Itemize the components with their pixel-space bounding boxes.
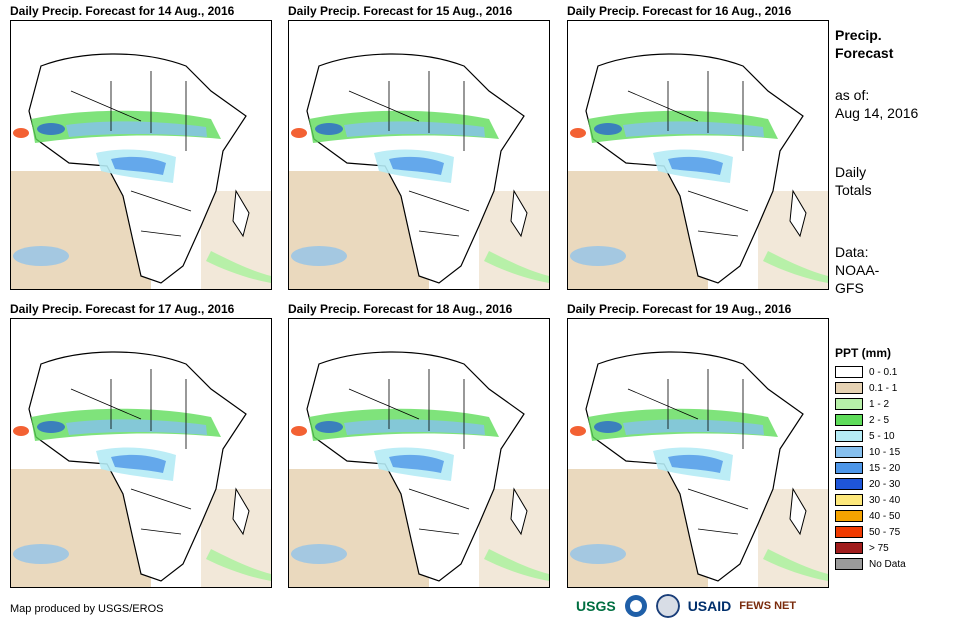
totals-line-1: Daily [835,164,867,180]
legend-label: 20 - 30 [869,478,901,490]
legend-row: 1 - 2 [835,396,906,412]
map-credit: Map produced by USGS/EROS [10,603,164,615]
legend-row: 40 - 50 [835,508,906,524]
legend-label: 30 - 40 [869,494,901,506]
panel-title: Daily Precip. Forecast for 17 Aug., 2016 [10,302,235,316]
legend-row: 50 - 75 [835,524,906,540]
as-of-date: Aug 14, 2016 [835,105,919,121]
legend-row: 30 - 40 [835,492,906,508]
usaid-logo: USAID [687,598,732,614]
forecast-panel-1: Daily Precip. Forecast for 14 Aug., 2016 [10,4,272,290]
legend-row: > 75 [835,540,906,556]
legend-row: 0.1 - 1 [835,380,906,396]
legend-swatch [835,446,863,458]
legend-swatch [835,510,863,522]
legend-label: 50 - 75 [869,526,901,538]
data-line-1: Data: [835,244,869,260]
legend-label: 1 - 2 [869,398,890,410]
africa-precip-map [567,318,829,588]
forecast-heading: Precip. Forecast [835,26,893,62]
legend-row: 10 - 15 [835,444,906,460]
panel-title: Daily Precip. Forecast for 15 Aug., 2016 [288,4,513,18]
legend-row: 20 - 30 [835,476,906,492]
legend-label: 40 - 50 [869,510,901,522]
legend-swatch [835,366,863,378]
as-of-label: as of: [835,87,870,103]
legend-label: 0 - 0.1 [869,366,898,378]
totals-line-2: Totals [835,182,872,198]
legend-swatch [835,542,863,554]
panel-title: Daily Precip. Forecast for 19 Aug., 2016 [567,302,792,316]
legend-label: 15 - 20 [869,462,901,474]
legend-swatch [835,494,863,506]
forecast-panel-4: Daily Precip. Forecast for 17 Aug., 2016 [10,302,272,588]
legend-title: PPT (mm) [835,346,892,360]
legend-swatch [835,382,863,394]
fews-net-logo: FEWS NET [739,600,797,612]
noaa-logo-icon [624,595,647,617]
legend-swatch [835,414,863,426]
data-line-3: GFS [835,280,864,296]
legend-row: 2 - 5 [835,412,906,428]
legend-label: 10 - 15 [869,446,901,458]
heading-line-1: Precip. [835,27,882,43]
panel-title: Daily Precip. Forecast for 16 Aug., 2016 [567,4,792,18]
legend-row: 0 - 0.1 [835,364,906,380]
legend-label: No Data [869,558,906,570]
doi-seal-icon [655,594,680,618]
africa-precip-map [10,318,272,588]
as-of-block: as of: Aug 14, 2016 [835,86,918,122]
legend-label: 0.1 - 1 [869,382,898,394]
legend-swatch [835,526,863,538]
legend-row: 5 - 10 [835,428,906,444]
legend-row: No Data [835,556,906,572]
africa-precip-map [10,20,272,290]
forecast-panel-2: Daily Precip. Forecast for 15 Aug., 2016 [288,4,550,290]
africa-precip-map [288,20,550,290]
forecast-panel-5: Daily Precip. Forecast for 18 Aug., 2016 [288,302,550,588]
legend-swatch [835,398,863,410]
legend-label: 2 - 5 [869,414,890,426]
legend-swatch [835,478,863,490]
legend-row: 15 - 20 [835,460,906,476]
legend-label: 5 - 10 [869,430,895,442]
usgs-logo: USGS [576,598,616,614]
africa-precip-map [567,20,829,290]
heading-line-2: Forecast [835,45,894,61]
legend-swatch [835,558,863,570]
panel-title: Daily Precip. Forecast for 18 Aug., 2016 [288,302,513,316]
forecast-panel-3: Daily Precip. Forecast for 16 Aug., 2016 [567,4,829,290]
logo-bar: USGS USAID FEWS NET [576,594,796,618]
legend-swatch [835,430,863,442]
legend-label: > 75 [869,542,889,554]
precip-legend: PPT (mm) 0 - 0.1 0.1 - 1 1 - 2 2 - 5 5 - 10 1… [835,346,906,572]
legend-swatch [835,462,863,474]
africa-precip-map [288,318,550,588]
data-source-block: Data: NOAA- GFS [835,243,879,297]
data-line-2: NOAA- [835,262,880,278]
panel-title: Daily Precip. Forecast for 14 Aug., 2016 [10,4,235,18]
totals-block: Daily Totals [835,163,872,199]
forecast-panel-6: Daily Precip. Forecast for 19 Aug., 2016 [567,302,829,588]
